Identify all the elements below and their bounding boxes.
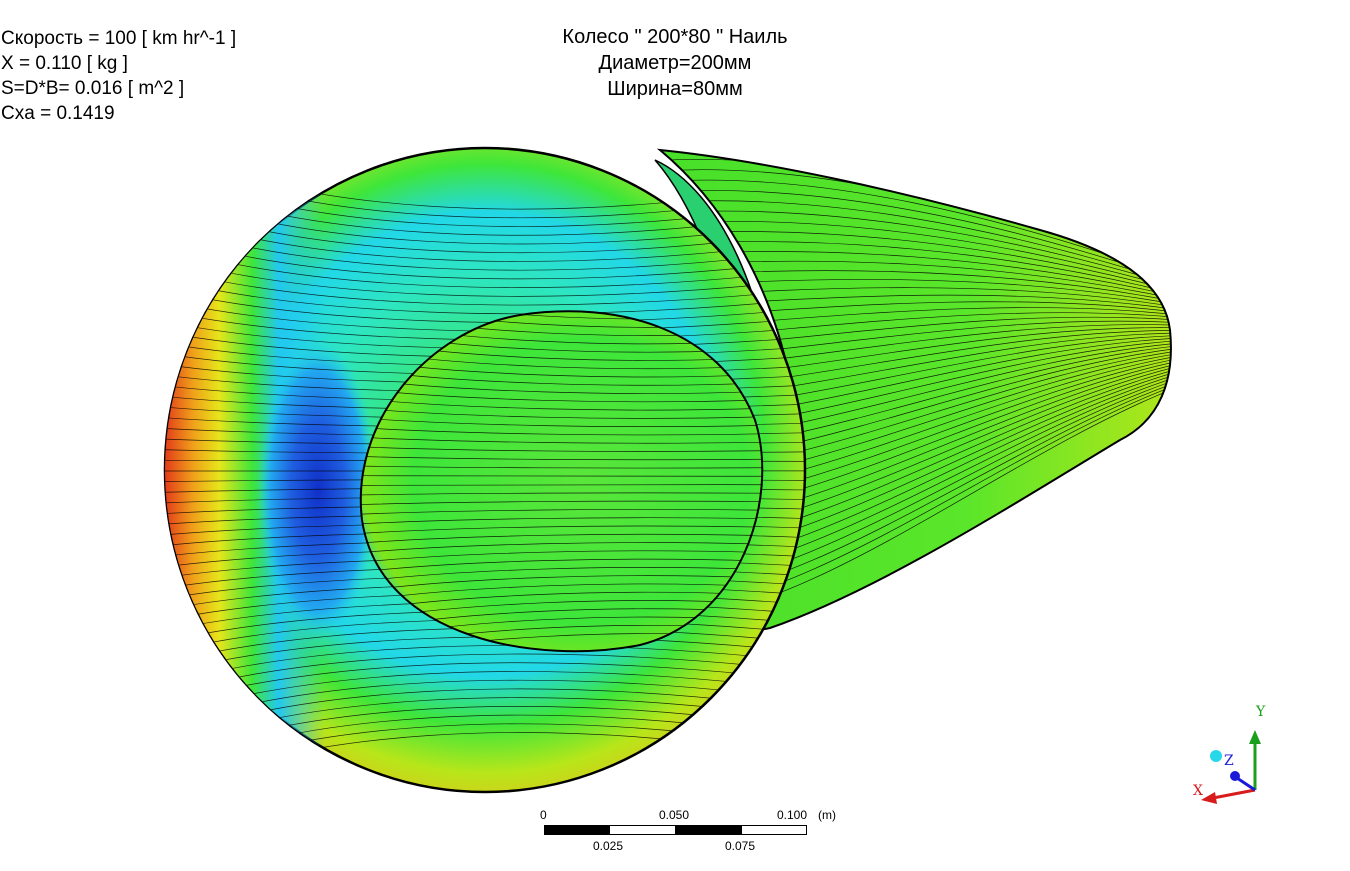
hub-streamline	[360, 500, 763, 506]
hub-streamline	[360, 436, 763, 444]
z-axis-label: Z	[1224, 753, 1234, 769]
velocity-label: Скорость = 100 [ km hr^-1 ]	[1, 28, 237, 49]
hub-streamline	[360, 575, 763, 593]
x-axis-arrow	[1212, 788, 1256, 800]
z-arrowhead-icon	[1230, 771, 1240, 781]
drag-coefficient-label: Cxa = 0.1419	[1, 103, 115, 124]
view-origin-dot-icon	[1210, 750, 1222, 762]
title-line-width: Ширина=80мм	[607, 78, 743, 100]
hub-streamline	[360, 492, 763, 496]
mass-label: X = 0.110 [ kg ]	[1, 53, 128, 74]
title-line-diameter: Диаметр=200мм	[598, 52, 752, 74]
fairing-streamline	[660, 179, 1171, 279]
wheel-streamline	[165, 310, 805, 341]
y-axis-label: Y	[1256, 704, 1266, 720]
wheel-streamline	[165, 627, 805, 664]
hub-streamline	[360, 426, 763, 436]
hub-streamline	[360, 558, 763, 573]
hub-streamline	[360, 456, 763, 461]
wheel-streamline	[165, 278, 805, 315]
hub-streamline	[360, 550, 763, 564]
hub-streamline	[360, 417, 763, 427]
hub-streamline	[360, 397, 763, 411]
results-info: Скорость = 100 [ km hr^-1 ] X = 0.110 [ …	[1, 26, 236, 126]
hub-streamline	[360, 567, 763, 583]
fairing-streamline	[660, 190, 1171, 281]
wheel-streamline	[165, 618, 805, 654]
hub-streamline	[360, 484, 763, 486]
hub-streamline	[360, 533, 763, 544]
y-arrowhead-icon	[1249, 730, 1261, 744]
area-label: S=D*B= 0.016 [ m^2 ]	[1, 78, 185, 99]
hub-streamline	[360, 407, 763, 419]
title-line-wheel: Колесо " 200*80 " Наиль	[562, 26, 788, 48]
z-axis-arrow	[1236, 776, 1256, 792]
wheel-streamline	[165, 288, 805, 323]
hub-streamline	[360, 525, 763, 535]
hub-streamline	[360, 542, 763, 554]
axis-triad	[1201, 730, 1261, 804]
x-arrowhead-icon	[1201, 792, 1217, 804]
fairing-streamline	[660, 220, 1171, 289]
hub-streamline	[360, 388, 763, 403]
fairing-streamline	[660, 210, 1171, 287]
hub-streamline	[360, 517, 763, 525]
hub-streamline	[360, 446, 763, 452]
fairing-streamline	[660, 200, 1171, 284]
hub-streamline	[360, 475, 763, 477]
figure-title: Колесо " 200*80 " Наиль Диаметр=200мм Ши…	[475, 24, 875, 102]
hub-streamline	[360, 465, 763, 469]
wheel-streamline	[165, 299, 805, 332]
x-axis-label: X	[1193, 783, 1203, 799]
hub-streamline	[360, 509, 763, 515]
